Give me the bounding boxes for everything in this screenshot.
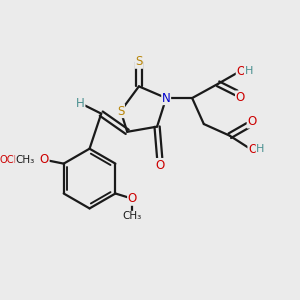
Text: H: H — [256, 145, 265, 154]
Text: S: S — [117, 104, 124, 118]
Text: N: N — [162, 92, 170, 105]
Text: O: O — [40, 153, 49, 166]
Text: CH₃: CH₃ — [16, 155, 35, 165]
Text: CH₃: CH₃ — [123, 212, 142, 221]
Text: O: O — [248, 143, 257, 156]
Text: H: H — [244, 66, 253, 76]
Text: O: O — [236, 91, 245, 104]
Text: OCH₃: OCH₃ — [0, 155, 25, 165]
Text: S: S — [135, 55, 142, 68]
Text: O: O — [247, 115, 256, 128]
Text: O: O — [155, 159, 164, 172]
Text: O: O — [128, 192, 137, 205]
Text: O: O — [18, 155, 25, 165]
Text: H: H — [76, 97, 85, 110]
Text: O: O — [236, 65, 246, 78]
Text: O: O — [40, 153, 49, 166]
